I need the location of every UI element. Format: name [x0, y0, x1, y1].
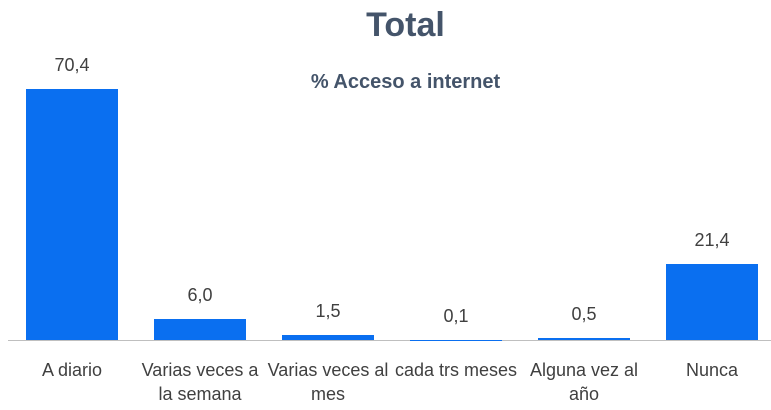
bar: [538, 338, 630, 340]
x-tick-label: Varias veces a la semana: [141, 360, 259, 404]
value-label: 21,4: [694, 229, 730, 250]
x-tick-label: A diario: [41, 360, 103, 380]
bar: [26, 89, 118, 340]
value-label: 6,0: [187, 284, 213, 305]
value-label: 0,5: [571, 304, 597, 325]
value-label: 70,4: [54, 55, 90, 75]
value-label: 0,1: [443, 305, 469, 326]
x-axis: [8, 340, 771, 341]
bar: [154, 318, 246, 340]
x-tick-label: Alguna vez al año: [529, 360, 639, 404]
chart-subtitle: % Acceso a internet: [310, 71, 501, 93]
value-label: 1,5: [315, 300, 341, 321]
bar: [666, 263, 758, 340]
x-tick-label: cada trs meses: [394, 360, 518, 380]
x-tick-label: Nunca: [685, 360, 739, 380]
chart-title: Total: [366, 6, 445, 44]
x-tick-label: Varias veces al mes: [267, 360, 389, 404]
bar: [282, 334, 374, 340]
